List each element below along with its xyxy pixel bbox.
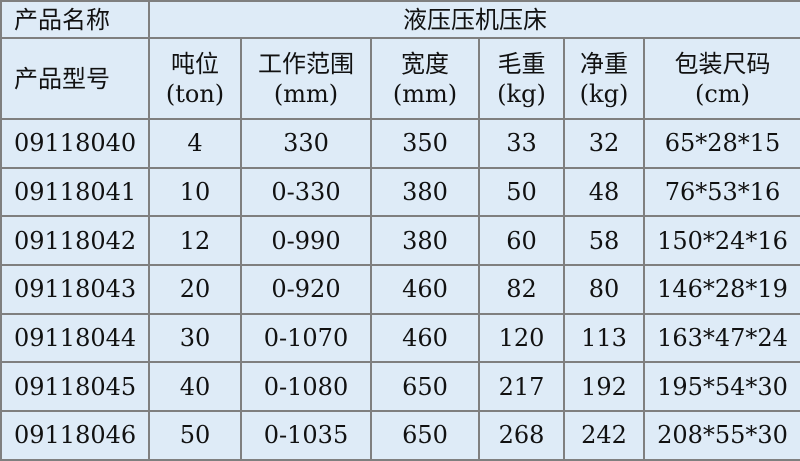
table-row: 09118042 12 0-990 380 60 58 150*24*16 — [0, 215, 800, 267]
cell-model: 09118045 — [0, 361, 150, 413]
column-title: 工作范围 — [258, 49, 354, 78]
cell-net-weight: 192 — [563, 361, 645, 413]
cell-working-range: 0-920 — [240, 264, 372, 315]
table-row: 09118040 4 330 350 33 32 65*28*15 — [0, 118, 800, 169]
column-unit: (mm) — [392, 79, 458, 108]
cell-gross-weight: 120 — [478, 312, 565, 364]
table-row: 09118046 50 0-1035 650 268 242 208*55*30 — [0, 410, 800, 461]
cell-gross-weight: 33 — [478, 118, 565, 169]
cell-working-range: 0-1080 — [240, 361, 372, 413]
table-row: 09118041 10 0-330 380 50 48 76*53*16 — [0, 166, 800, 218]
cell-package-size: 195*54*30 — [642, 361, 800, 413]
product-name-label: 产品名称 — [0, 0, 150, 39]
cell-working-range: 0-330 — [240, 166, 372, 218]
cell-model: 09118043 — [0, 264, 150, 315]
column-title: 净重 — [580, 49, 628, 78]
table-row: 09118044 30 0-1070 460 120 113 163*47*24 — [0, 312, 800, 364]
cell-net-weight: 58 — [563, 215, 645, 267]
cell-tonnage: 10 — [148, 166, 242, 218]
cell-package-size: 65*28*15 — [642, 118, 800, 169]
table-row: 09118045 40 0-1080 650 217 192 195*54*30 — [0, 361, 800, 413]
cell-model: 09118042 — [0, 215, 150, 267]
product-name-value: 液压压机压床 — [147, 0, 800, 39]
cell-package-size: 150*24*16 — [642, 215, 800, 267]
cell-gross-weight: 217 — [478, 361, 565, 413]
cell-width: 380 — [370, 166, 480, 218]
cell-net-weight: 242 — [563, 410, 645, 461]
cell-model: 09118046 — [0, 410, 150, 461]
column-header-tonnage: 吨位 (ton) — [148, 37, 242, 120]
column-header-net-weight: 净重 (kg) — [563, 37, 645, 120]
cell-net-weight: 113 — [563, 312, 645, 364]
column-header-gross-weight: 毛重 (kg) — [478, 37, 565, 120]
cell-net-weight: 80 — [563, 264, 645, 315]
column-unit: (mm) — [273, 79, 339, 108]
cell-width: 650 — [370, 410, 480, 461]
cell-tonnage: 40 — [148, 361, 242, 413]
cell-package-size: 146*28*19 — [642, 264, 800, 315]
cell-tonnage: 4 — [148, 118, 242, 169]
cell-gross-weight: 60 — [478, 215, 565, 267]
product-model-label: 产品型号 — [0, 37, 150, 120]
header-row-columns: 产品型号 吨位 (ton) 工作范围 (mm) 宽度 (mm) 毛重 (kg) 净重 (k… — [0, 37, 800, 120]
cell-tonnage: 30 — [148, 312, 242, 364]
cell-width: 350 — [370, 118, 480, 169]
column-unit: (cm) — [695, 79, 750, 108]
column-unit: (kg) — [579, 79, 629, 108]
column-title: 宽度 — [401, 49, 449, 78]
column-unit: (kg) — [497, 79, 546, 108]
cell-working-range: 0-1070 — [240, 312, 372, 364]
cell-package-size: 76*53*16 — [642, 166, 800, 218]
cell-gross-weight: 50 — [478, 166, 565, 218]
cell-working-range: 330 — [240, 118, 372, 169]
cell-width: 380 — [370, 215, 480, 267]
cell-model: 09118041 — [0, 166, 150, 218]
cell-net-weight: 48 — [563, 166, 645, 218]
cell-tonnage: 50 — [148, 410, 242, 461]
cell-gross-weight: 268 — [478, 410, 565, 461]
cell-width: 460 — [370, 312, 480, 364]
column-title: 毛重 — [497, 49, 546, 78]
column-title: 吨位 — [171, 49, 219, 78]
cell-width: 650 — [370, 361, 480, 413]
cell-gross-weight: 82 — [478, 264, 565, 315]
cell-working-range: 0-1035 — [240, 410, 372, 461]
cell-package-size: 163*47*24 — [642, 312, 800, 364]
cell-working-range: 0-990 — [240, 215, 372, 267]
column-unit: (ton) — [165, 79, 225, 108]
column-header-package-size: 包装尺码 (cm) — [642, 37, 800, 120]
cell-tonnage: 12 — [148, 215, 242, 267]
column-header-working-range: 工作范围 (mm) — [240, 37, 372, 120]
cell-model: 09118040 — [0, 118, 150, 169]
column-header-width: 宽度 (mm) — [370, 37, 480, 120]
table-row: 09118043 20 0-920 460 82 80 146*28*19 — [0, 264, 800, 315]
cell-model: 09118044 — [0, 312, 150, 364]
column-title: 包装尺码 — [674, 49, 771, 78]
header-row-name: 产品名称 液压压机压床 — [0, 0, 800, 39]
cell-package-size: 208*55*30 — [642, 410, 800, 461]
cell-tonnage: 20 — [148, 264, 242, 315]
cell-width: 460 — [370, 264, 480, 315]
cell-net-weight: 32 — [563, 118, 645, 169]
